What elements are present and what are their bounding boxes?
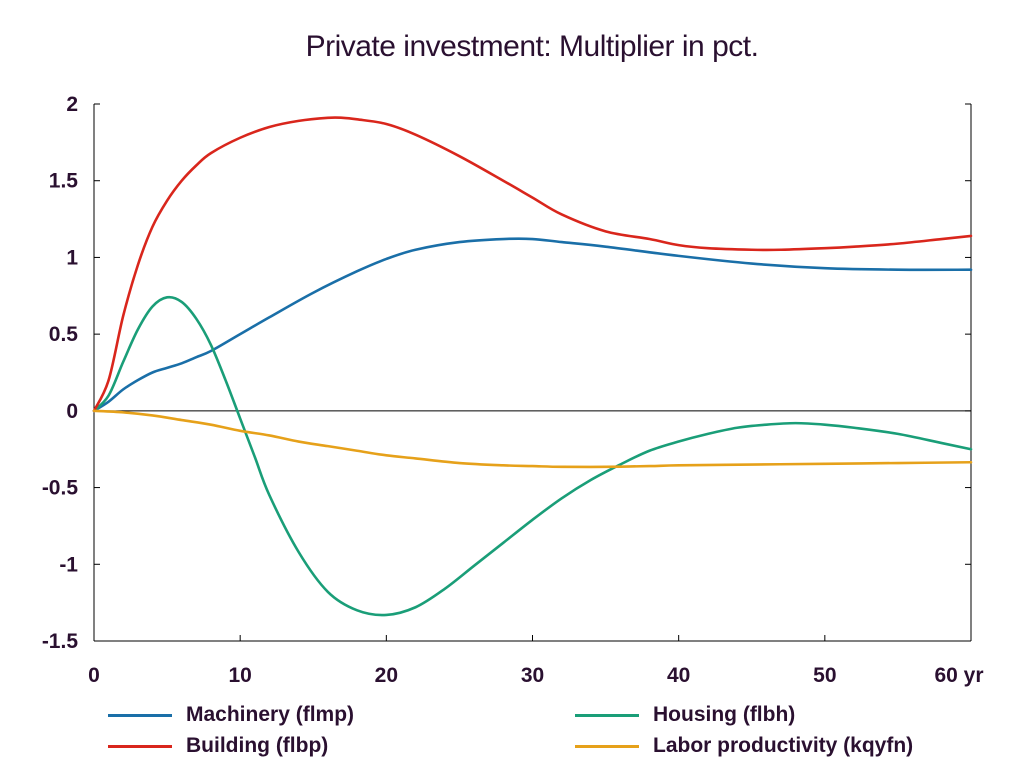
legend-swatch: [108, 713, 172, 717]
legend-item-machinery-flmp: Machinery (flmp): [108, 700, 354, 730]
chart-title: Private investment: Multiplier in pct.: [305, 30, 759, 63]
legend-label: Machinery (flmp): [186, 703, 355, 726]
x-tick-label: 20: [375, 664, 398, 687]
legend-swatch: [575, 713, 639, 717]
y-tick-label: 1: [66, 246, 78, 269]
x-tick-label: 0: [88, 664, 100, 687]
x-tick-label: 40: [667, 664, 690, 687]
axis-ticks: [93, 103, 972, 642]
legend-item-housing-flbh: Housing (flbh): [575, 700, 795, 730]
legend-swatch: [108, 744, 172, 748]
x-tick-label: 60 yr: [934, 664, 983, 687]
legend-item-building-flbp: Building (flbp): [108, 731, 328, 761]
y-tick-label: 0: [66, 400, 78, 423]
axis-tick-labels: -1.5-1-0.500.511.520 10 20 30 40 50 60 yr: [42, 93, 984, 687]
legend-item-labor-productivity-kqyfn: Labor productivity (kqyfn): [575, 731, 913, 761]
series-line-housing-flbh: [92, 295, 973, 617]
legend-label: Labor productivity (kqyfn): [653, 734, 914, 757]
legend-label: Housing (flbh): [653, 703, 796, 726]
y-tick-label: 1.5: [49, 170, 79, 193]
series-line-machinery-flmp: [92, 237, 973, 413]
y-tick-label: 2: [66, 93, 78, 116]
series-lines: [92, 116, 973, 617]
y-tick-label: -1.5: [42, 630, 79, 653]
y-tick-label: 0.5: [49, 323, 79, 346]
series-line-building-flbp: [92, 116, 973, 413]
y-tick-label: -0.5: [42, 477, 79, 500]
legend-swatch: [575, 744, 639, 748]
legend-label: Building (flbp): [186, 734, 329, 757]
x-tick-label: 30: [521, 664, 544, 687]
x-tick-label: 10: [228, 664, 251, 687]
plot-frame: [93, 104, 972, 642]
series-line-labor-productivity-kqyfn: [92, 409, 973, 469]
y-tick-label: -1: [59, 553, 78, 576]
x-tick-label: 50: [813, 664, 836, 687]
